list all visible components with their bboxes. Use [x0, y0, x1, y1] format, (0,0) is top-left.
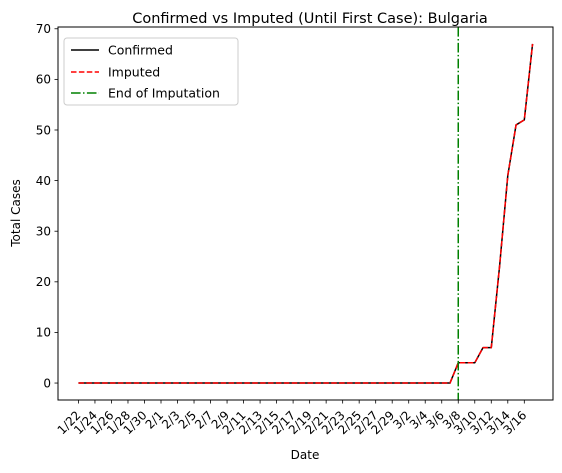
- legend-entry-confirmed: Confirmed: [108, 43, 173, 58]
- y-tick-label: 60: [36, 73, 51, 87]
- series-line-imputed: [78, 43, 534, 384]
- y-tick-label: 50: [36, 123, 51, 137]
- plot-frame: [57, 26, 554, 401]
- legend-entry-imputed: Imputed: [108, 65, 160, 80]
- chart-title: Confirmed vs Imputed (Until First Case):…: [132, 11, 488, 27]
- plot-area: [78, 27, 534, 400]
- y-axis: 0 10 20 30 40 50 60 70: [36, 22, 58, 390]
- x-axis-label: Date: [291, 448, 320, 462]
- y-tick-label: 20: [36, 275, 51, 289]
- legend: Confirmed Imputed End of Imputation: [63, 37, 239, 106]
- y-tick-label: 0: [43, 376, 51, 390]
- y-axis-label: Total Cases: [9, 179, 23, 247]
- y-tick-label: 30: [36, 225, 51, 239]
- legend-box: [63, 37, 239, 106]
- y-tick-label: 40: [36, 174, 51, 188]
- y-tick-label: 10: [36, 326, 51, 340]
- legend-entry-end-of-imputation: End of Imputation: [108, 86, 220, 101]
- x-axis: 1/221/241/261/281/302/12/32/52/72/92/112…: [55, 400, 529, 437]
- y-tick-label: 70: [36, 22, 51, 36]
